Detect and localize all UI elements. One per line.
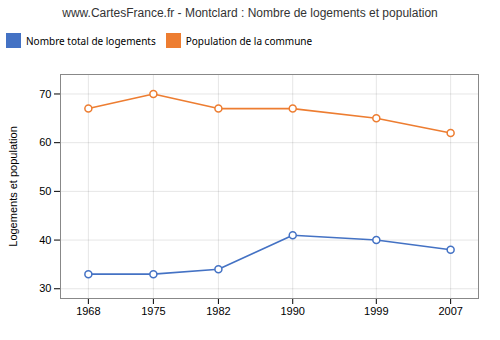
html-text:Population de la commune: Population de la commune — [185, 33, 313, 48]
svg-text:1968: 1968 — [76, 305, 100, 317]
html-text:Nombre total de logements: Nombre total de logements — [26, 33, 156, 48]
svg-text:Logements et population: Logements et population — [7, 126, 19, 246]
svg-text:50: 50 — [39, 185, 51, 197]
svg-text:2007: 2007 — [438, 305, 462, 317]
html-text:www.CartesFrance.fr - Montclar: www.CartesFrance.fr - Montclard : Nombre… — [62, 6, 438, 20]
svg-text:30: 30 — [39, 282, 51, 294]
svg-text:1999: 1999 — [364, 305, 388, 317]
svg-text:1990: 1990 — [280, 305, 304, 317]
svg-text:1975: 1975 — [141, 305, 165, 317]
svg-text:1982: 1982 — [206, 305, 230, 317]
svg-text:60: 60 — [39, 136, 51, 148]
svg-text:70: 70 — [39, 87, 51, 99]
svg-text:40: 40 — [39, 234, 51, 246]
